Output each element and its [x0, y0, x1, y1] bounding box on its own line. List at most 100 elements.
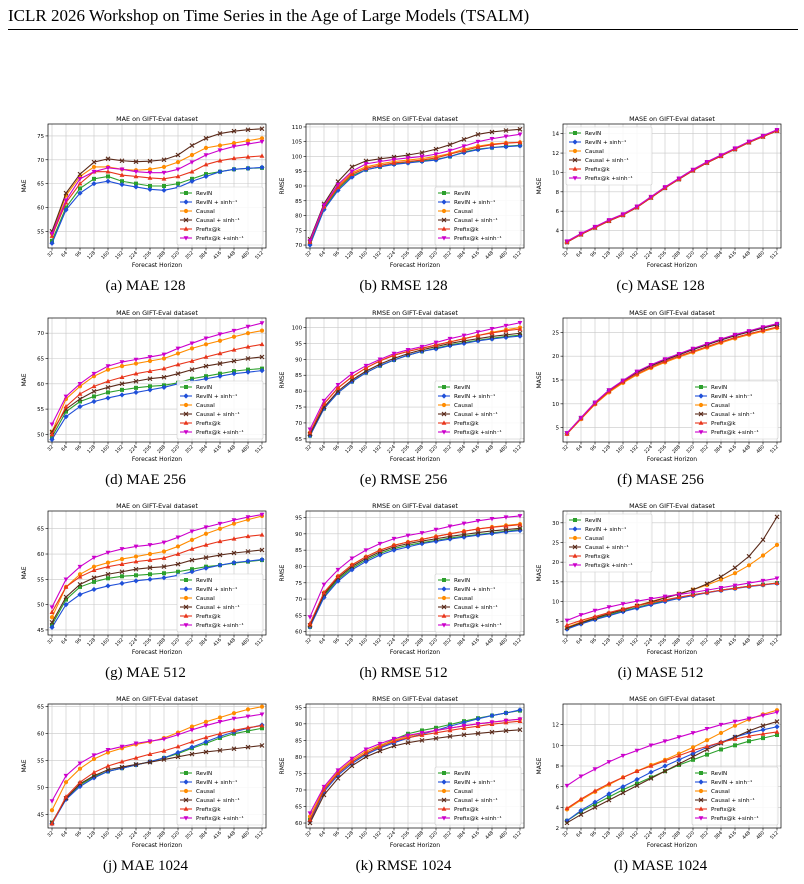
- data-point: [133, 371, 139, 376]
- y-tick-label: 60: [37, 205, 44, 211]
- x-tick-label: 64: [318, 830, 327, 839]
- data-point: [732, 146, 738, 151]
- data-point: [231, 128, 237, 134]
- series-line: [566, 582, 778, 626]
- x-tick-label: 64: [318, 250, 327, 259]
- data-point: [106, 390, 110, 395]
- series-line: [51, 155, 263, 237]
- data-point: [321, 787, 327, 792]
- data-point: [161, 176, 167, 181]
- data-point: [634, 776, 640, 783]
- data-point: [77, 581, 83, 587]
- legend: RevIN RevIN + sinh⁻¹ Causal Causal + sinh⁻¹…: [176, 380, 264, 440]
- x-tick-label: 448: [741, 444, 752, 455]
- data-point: [503, 134, 509, 139]
- data-point: [335, 567, 341, 573]
- data-point: [147, 751, 153, 756]
- legend-marker: [183, 208, 189, 214]
- data-point: [503, 527, 509, 532]
- data-point: [349, 169, 355, 174]
- y-tick-label: 14: [552, 132, 559, 138]
- data-point: [77, 591, 83, 598]
- y-tick-label: 75: [37, 134, 44, 140]
- y-tick-label: 12: [552, 723, 559, 729]
- x-tick-label: 96: [589, 250, 598, 259]
- data-point: [377, 547, 383, 552]
- data-point: [147, 759, 153, 765]
- x-tick-label: 128: [86, 637, 97, 648]
- data-point: [648, 600, 654, 605]
- legend-marker: [183, 797, 189, 803]
- series-prefix@k-sinh-: [564, 321, 780, 436]
- legend: RevIN RevIN + sinh⁻¹ Causal Causal + sinh⁻¹…: [434, 573, 522, 633]
- legend-label: RevIN + sinh⁻¹: [711, 393, 752, 400]
- data-point: [475, 338, 481, 344]
- data-point: [489, 142, 495, 147]
- data-point: [217, 361, 223, 366]
- data-point: [119, 381, 125, 387]
- data-point: [189, 739, 195, 744]
- y-tick-label: 20: [552, 560, 559, 566]
- data-point: [620, 790, 626, 796]
- data-point: [77, 381, 83, 387]
- legend-marker: [441, 226, 447, 231]
- data-point: [489, 530, 495, 537]
- data-point: [746, 581, 752, 586]
- data-point: [77, 396, 83, 402]
- data-point: [578, 415, 584, 421]
- data-point: [176, 569, 180, 574]
- data-point: [564, 805, 570, 811]
- x-tick-label: 96: [74, 250, 83, 259]
- legend-label: Prefix@k +sinh⁻¹: [454, 622, 502, 629]
- data-point: [147, 557, 153, 562]
- x-tick-label: 384: [713, 444, 724, 455]
- data-point: [162, 184, 166, 188]
- legend-label: Prefix@k: [196, 421, 221, 427]
- x-tick-label: 416: [470, 250, 481, 261]
- data-point: [405, 347, 411, 353]
- data-point: [732, 719, 738, 725]
- legend-label: RevIN + sinh⁻¹: [711, 779, 752, 786]
- x-tick-label: 256: [400, 444, 411, 455]
- data-point: [133, 559, 139, 564]
- y-tick-label: 85: [295, 373, 302, 379]
- data-point: [77, 181, 83, 186]
- data-point: [662, 758, 668, 763]
- data-point: [203, 525, 209, 530]
- data-point: [648, 776, 654, 781]
- data-point: [634, 599, 640, 604]
- data-point: [419, 344, 425, 350]
- data-point: [259, 126, 265, 132]
- data-point: [259, 153, 265, 158]
- panel-i: MASE on GIFT-Eval dataset 5 10 15 20 25 30 32 64…: [533, 499, 788, 689]
- legend-label: Prefix@k +sinh⁻¹: [711, 815, 759, 822]
- plot-frame: [305, 317, 525, 443]
- legend-marker: [572, 535, 578, 541]
- legend-label: RevIN: [454, 385, 470, 391]
- data-point: [147, 368, 153, 373]
- data-point: [662, 594, 668, 600]
- legend-marker: [183, 816, 189, 821]
- data-point: [147, 565, 153, 571]
- x-tick-label: 384: [198, 637, 209, 648]
- data-point: [760, 713, 766, 718]
- data-point: [63, 394, 69, 400]
- legend-label: Prefix@k +sinh⁻¹: [196, 622, 244, 629]
- legend-marker: [183, 236, 189, 241]
- legend-label: RevIN: [454, 771, 470, 777]
- data-point: [447, 531, 453, 536]
- data-point: [259, 164, 265, 170]
- legend-marker: [183, 586, 189, 592]
- x-tick-label: 352: [442, 830, 453, 841]
- data-point: [475, 147, 481, 153]
- series-line: [51, 166, 263, 244]
- data-point: [564, 820, 570, 826]
- data-point: [259, 722, 265, 728]
- data-point: [621, 787, 625, 792]
- data-point: [231, 328, 237, 334]
- legend-marker: [441, 613, 447, 618]
- x-tick-label: 96: [589, 637, 598, 646]
- data-point: [634, 605, 640, 611]
- data-point: [133, 173, 139, 179]
- series-line: [309, 335, 521, 436]
